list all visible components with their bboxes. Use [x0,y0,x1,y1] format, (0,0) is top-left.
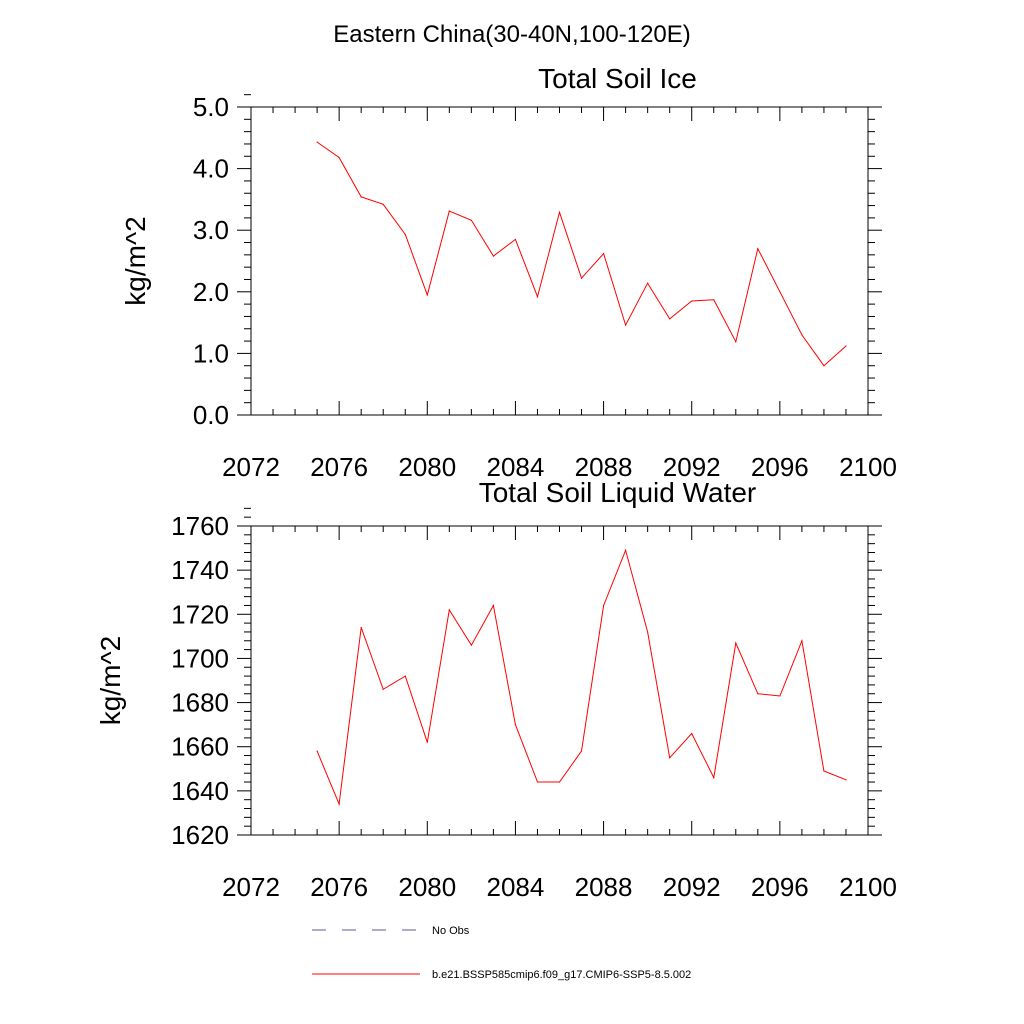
data-point [426,741,428,743]
data-point [669,318,671,320]
y-tick-label: 1740 [171,555,229,585]
y-tick-label: 1640 [171,776,229,806]
data-point [470,219,472,221]
y-tick-label: 3.0 [193,215,229,245]
x-tick-label: 2092 [663,452,721,482]
data-point [558,211,561,213]
data-point [735,341,737,343]
x-tick-label: 2084 [487,872,545,902]
plot-frame [250,525,869,836]
y-tick-label: 4.0 [193,154,229,184]
data-point [602,253,605,255]
y-tick-label: 1620 [171,820,229,850]
x-tick-label: 2080 [398,452,456,482]
data-point [580,277,583,279]
data-point [514,724,517,726]
x-tick-label: 2072 [222,452,280,482]
x-tick-label: 2076 [310,452,368,482]
data-point [647,282,649,284]
chart-title: Total Soil Ice [538,63,697,94]
data-point [779,291,781,293]
data-point [492,255,494,257]
series-line [316,141,847,367]
data-point [448,210,450,212]
data-point [580,750,583,752]
data-point [757,693,759,695]
plot-frame [250,106,869,416]
data-point [602,604,605,607]
data-point [845,345,847,347]
series-line [316,548,847,807]
data-point [338,156,340,159]
x-tick-label: 2076 [310,872,368,902]
data-point [735,642,737,644]
panel-soil-liquid-water: Total Soil Liquid Water kg/m^2 2072 2076 208… [95,477,897,902]
y-tick-label: 1760 [171,511,229,541]
y-tick-label: 1720 [171,599,229,629]
x-tick-label: 2088 [575,452,633,482]
y-tick-label: 1700 [171,643,229,673]
data-point [691,732,693,735]
legend-label-model: b.e21.BSSP585cmip6.f09_g17.CMIP6-SSP5-8.… [432,969,691,981]
y-tick-label: 2.0 [193,277,229,307]
data-point [669,757,671,759]
data-point [536,781,539,783]
x-tick-label: 2088 [575,872,633,902]
data-point [647,631,649,633]
y-axis-label: kg/m^2 [120,216,151,305]
x-tick-label: 2096 [751,452,809,482]
data-point [426,294,428,296]
chart-title: Total Soil Liquid Water [479,477,757,508]
figure-suptitle: Eastern China(30-40N,100-120E) [333,21,691,48]
y-tick-label: 0.0 [193,400,229,430]
data-point [779,695,781,697]
data-point [404,233,406,236]
data-point [801,334,803,336]
data-point [338,803,340,805]
panel-soil-ice: Total Soil Ice kg/m^2 2072 2076 2080 2084 2088… [120,63,897,482]
data-point [558,781,561,783]
data-point [448,609,450,611]
x-tick-label: 2092 [663,872,721,902]
data-point [492,604,494,607]
data-point [757,248,759,250]
x-tick-label: 2100 [839,872,897,902]
data-point [470,644,472,646]
x-tick-label: 2100 [839,452,897,482]
data-point [625,549,627,551]
data-point [845,779,847,781]
data-point [713,777,715,779]
data-point [801,640,803,642]
y-axis-label: kg/m^2 [95,636,126,725]
data-point [514,238,517,241]
y-tick-label: 1.0 [193,338,229,368]
y-tick-label: 1660 [171,732,229,762]
y-tick-label: 1680 [171,688,229,718]
data-point [713,299,715,301]
data-point [691,300,693,302]
data-point [404,675,406,677]
legend: No Obs b.e21.BSSP585cmip6.f09_g17.CMIP6-… [312,925,691,981]
x-tick-label: 2084 [487,452,545,482]
legend-label-no-obs: No Obs [432,925,470,937]
x-tick-label: 2080 [398,872,456,902]
data-point [536,296,539,298]
data-point [625,324,627,326]
data-point [316,141,318,143]
data-point [382,688,384,690]
data-point [316,750,318,752]
x-tick-label: 2096 [751,872,809,902]
data-point [382,203,384,205]
y-tick-label: 5.0 [193,92,229,122]
data-point [823,770,825,772]
data-point [360,196,362,198]
x-tick-label: 2072 [222,872,280,902]
data-point [360,626,362,629]
data-point [823,365,825,367]
